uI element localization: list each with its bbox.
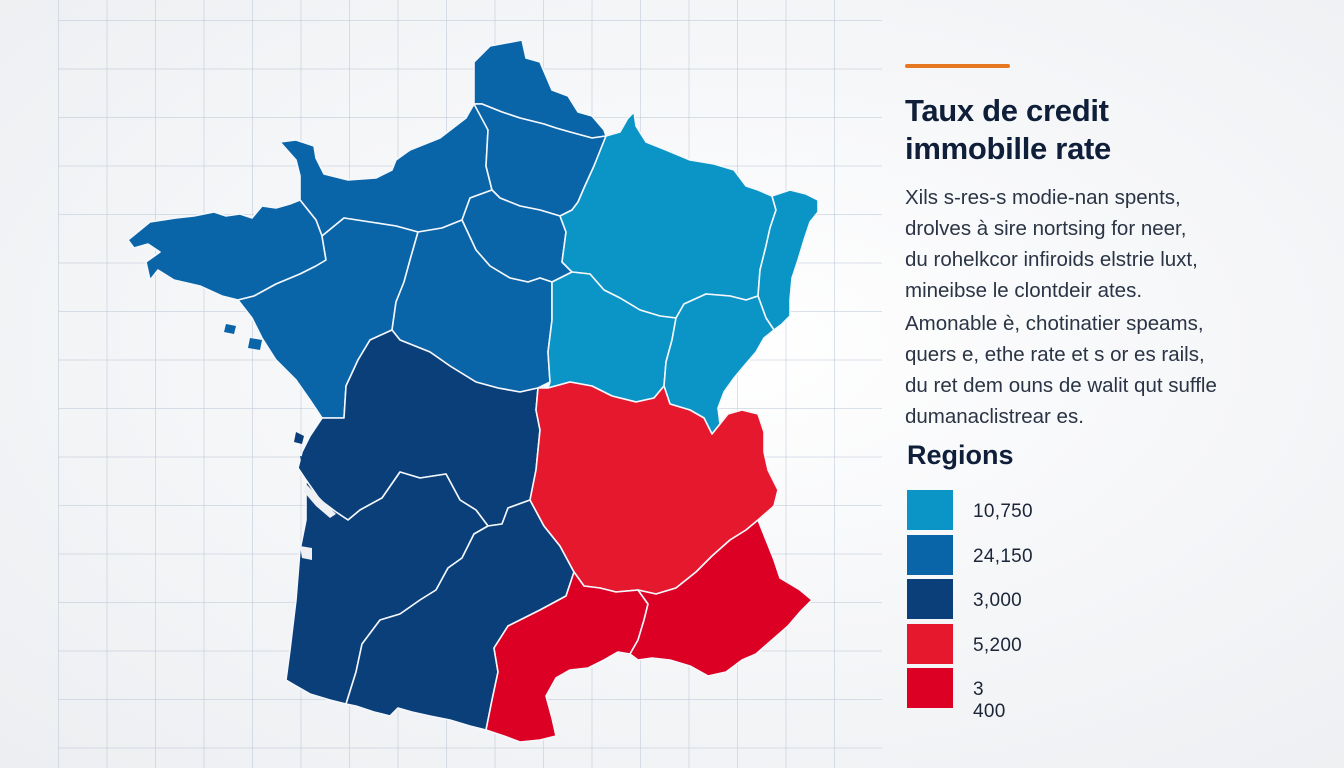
accent-bar xyxy=(905,64,1010,68)
legend-swatch xyxy=(907,534,953,575)
bay-of-arcachon xyxy=(300,546,312,560)
description-paragraph-1: Xils s-res-s modie-nan spents, drolves à… xyxy=(905,182,1305,306)
legend-swatch xyxy=(907,668,953,708)
region-auvergne-rhone-alpes[interactable] xyxy=(529,381,779,595)
legend-swatch xyxy=(907,623,953,664)
noirmoutier xyxy=(248,338,262,350)
gironde-estuary xyxy=(304,484,336,518)
paragraph-line: Xils s-res-s modie-nan spents, xyxy=(905,186,1181,209)
legend-value: 24,150 xyxy=(973,545,1033,567)
region-centre-val-de-loire[interactable] xyxy=(391,219,553,393)
region-provence-alpes-cote-dazur[interactable] xyxy=(629,519,813,677)
legend-swatch xyxy=(907,579,953,619)
title-line: immobille rate xyxy=(905,131,1111,166)
map-svg xyxy=(127,39,819,743)
paragraph-line: mineibse le clontdeir ates. xyxy=(905,279,1143,302)
paragraph-line: quers e, ethe rate et s or es rails, xyxy=(905,343,1205,366)
description-paragraph-2: Amonable è, chotinatier speams, quers e,… xyxy=(905,308,1305,432)
legend-title: Regions xyxy=(907,440,1014,470)
legend-value: 10,750 xyxy=(973,501,1033,522)
ile-d-oleron xyxy=(300,456,312,470)
paragraph-line: du ret dem ouns de walit qut suffle xyxy=(905,374,1217,397)
paragraph-line: Amonable è, chotinatier speams, xyxy=(905,312,1204,335)
legend-value: 3 400 xyxy=(973,679,1006,722)
title-line: Taux de credit xyxy=(905,93,1109,128)
paragraph-line: du rohelkcor infiroids elstrie luxt, xyxy=(905,248,1198,271)
belle-ile xyxy=(224,324,236,334)
legend-value: 3,000 xyxy=(973,590,1023,611)
page-title: Taux de credit immobille rate xyxy=(905,92,1305,168)
france-map xyxy=(127,39,819,743)
info-panel: Taux de credit immobille rate Xils s-res… xyxy=(905,0,1325,768)
legend-swatch xyxy=(907,490,953,530)
region-alsace[interactable] xyxy=(757,189,819,331)
paragraph-line: drolves à sire nortsing for neer, xyxy=(905,217,1187,240)
ile-de-re xyxy=(294,432,304,444)
paragraph-line: dumanaclistrear es. xyxy=(905,405,1084,428)
legend-value: 5,200 xyxy=(973,634,1023,656)
